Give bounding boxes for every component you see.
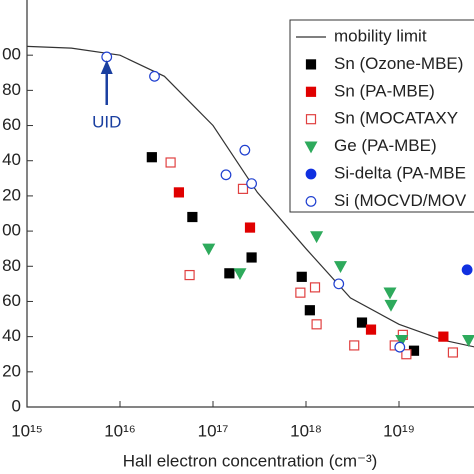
data-point bbox=[447, 347, 459, 358]
data-point bbox=[349, 340, 360, 351]
y-tick-label: 00 bbox=[2, 45, 21, 64]
legend: mobility limit Sn (Ozone-MBE) Sn (PA-MBE) S… bbox=[289, 19, 474, 213]
y-tick-label: 40 bbox=[2, 150, 21, 169]
legend-label: Sn (MOCATAXY bbox=[334, 109, 458, 128]
y-tick-label: 20 bbox=[2, 185, 21, 204]
data-point bbox=[149, 70, 160, 82]
legend-label: Ge (PA-MBE) bbox=[334, 136, 437, 155]
y-tick-label: 0 bbox=[12, 396, 21, 415]
legend-marker bbox=[304, 141, 318, 154]
data-point bbox=[333, 261, 348, 274]
data-point bbox=[461, 264, 473, 276]
annotation: UID bbox=[92, 112, 121, 131]
legend-marker bbox=[305, 86, 317, 97]
y-tick-label: 80 bbox=[2, 256, 21, 275]
legend-marker bbox=[305, 59, 317, 70]
legend-marker bbox=[305, 114, 317, 125]
data-point bbox=[401, 349, 412, 360]
legend-label: Sn (Ozone-MBE) bbox=[334, 54, 463, 73]
legend-label: Si-delta (PA-MBE bbox=[334, 163, 466, 182]
data-point bbox=[333, 278, 345, 290]
data-point bbox=[304, 305, 315, 316]
y-tick-label: 60 bbox=[2, 115, 21, 134]
data-point bbox=[202, 243, 216, 256]
legend-marker bbox=[305, 168, 317, 180]
data-point bbox=[384, 299, 398, 312]
data-point bbox=[224, 268, 235, 279]
y-tick-label: 00 bbox=[2, 221, 21, 240]
data-point bbox=[184, 269, 195, 281]
data-point bbox=[295, 287, 306, 298]
data-point bbox=[233, 268, 247, 281]
data-point bbox=[296, 271, 307, 282]
x-tick-label: 10¹⁵ bbox=[11, 421, 43, 440]
y-tick-label: 20 bbox=[2, 361, 21, 380]
data-point bbox=[365, 324, 377, 335]
legend-marker bbox=[305, 195, 317, 207]
plot-frame bbox=[26, 0, 474, 408]
data-point bbox=[438, 331, 449, 342]
data-point bbox=[244, 222, 256, 233]
data-point bbox=[237, 183, 249, 194]
x-tick-label: 10¹⁶ bbox=[104, 421, 136, 440]
legend-label: mobility limit bbox=[334, 26, 427, 45]
legend-label: Si (MOCVD/MOV bbox=[334, 191, 467, 210]
data-point bbox=[383, 287, 397, 300]
data-point bbox=[311, 319, 322, 330]
data-point bbox=[356, 317, 368, 328]
data-point bbox=[395, 335, 409, 347]
data-point bbox=[187, 211, 198, 223]
x-tick-label: 10¹⁸ bbox=[290, 421, 322, 440]
data-point bbox=[246, 178, 257, 189]
legend-box bbox=[289, 19, 474, 213]
legend-label: Sn (PA-MBE) bbox=[334, 81, 435, 100]
data-point bbox=[146, 152, 157, 163]
annotation-arrowhead bbox=[100, 60, 113, 74]
y-tick-label: 40 bbox=[2, 326, 21, 345]
y-tick-label: 60 bbox=[2, 291, 21, 310]
data-point bbox=[220, 169, 232, 181]
data-point bbox=[310, 231, 324, 244]
x-axis-label: Hall electron concentration (cm⁻³) bbox=[123, 451, 378, 470]
y-tick-label: 80 bbox=[2, 80, 21, 99]
data-point bbox=[165, 157, 176, 168]
data-point bbox=[462, 335, 474, 347]
x-tick-label: 10¹⁷ bbox=[198, 421, 229, 440]
data-point bbox=[173, 187, 185, 198]
data-point bbox=[239, 144, 251, 156]
data-point bbox=[246, 252, 257, 263]
x-tick-label: 10¹⁹ bbox=[383, 421, 415, 440]
data-point bbox=[309, 282, 321, 293]
data-point bbox=[394, 341, 406, 353]
